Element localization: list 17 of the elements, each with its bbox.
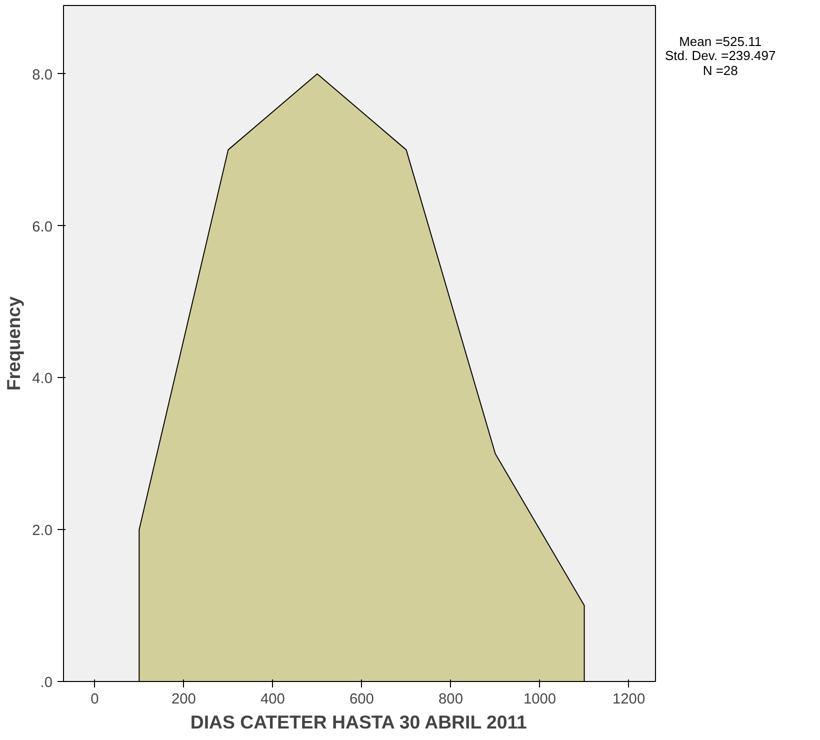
- x-axis-title: DIAS CATETER HASTA 30 ABRIL 2011: [190, 712, 527, 732]
- y-tick-label: 2.0: [32, 523, 52, 540]
- text: N =28: [702, 62, 738, 78]
- y-axis-title: Frequency: [3, 296, 24, 391]
- x-tick-label: 0: [90, 692, 99, 708]
- y-tick-label: 6.0: [32, 219, 52, 236]
- text: Mean =525.11: [679, 34, 762, 49]
- x-tick-label: 1200: [612, 692, 646, 708]
- x-tick-label: 200: [171, 692, 196, 708]
- text: Std. Dev. =239.497: [665, 48, 776, 64]
- x-tick-label: 600: [350, 692, 374, 708]
- x-tick-label: 800: [438, 692, 463, 708]
- y-tick-label: .0: [40, 675, 53, 691]
- x-tick-label: 1000: [523, 692, 556, 708]
- y-tick-label: 4.0: [32, 371, 52, 388]
- y-tick-label: 8.0: [32, 67, 52, 84]
- x-tick-label: 400: [260, 692, 285, 708]
